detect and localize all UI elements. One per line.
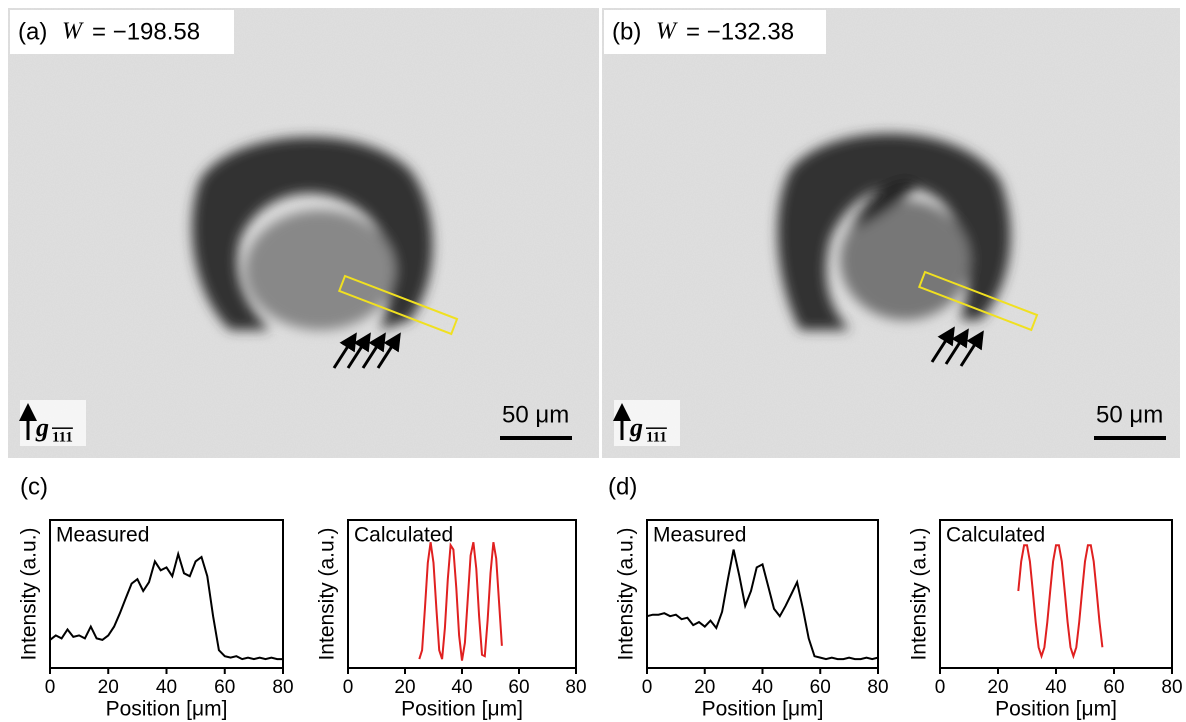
chart-title: Measured [56,524,149,547]
x-tick-label: 80 [867,677,888,698]
x-tick-label: 40 [451,677,472,698]
x-axis-label: Position [μm] [702,698,824,721]
x-axis-label: Position [μm] [995,698,1117,721]
y-axis-label: Intensity (a.u.) [908,527,931,660]
x-axis-label: Position [μm] [106,698,228,721]
x-tick-label: 80 [1161,677,1182,698]
x-tick-label: 20 [98,677,119,698]
x-tick-label: 60 [810,677,831,698]
x-axis-label: Position [μm] [401,698,523,721]
x-tick-label: 60 [508,677,529,698]
x-tick-label: 20 [394,677,415,698]
data-line [1018,545,1102,656]
x-tick-label: 0 [45,677,56,698]
g-vector: g [629,413,643,442]
y-axis-label: Intensity (a.u.) [615,527,638,660]
x-tick-label: 0 [935,677,946,698]
w-value: = −132.38 [686,18,794,45]
x-tick-label: 40 [752,677,773,698]
x-tick-label: 80 [272,677,293,698]
chart-title: Measured [653,524,746,547]
data-line [647,550,878,660]
w-symbol: W [656,19,678,45]
x-tick-label: 40 [1045,677,1066,698]
x-tick-label: 60 [1103,677,1124,698]
w-symbol: W [62,19,84,45]
panel-label: (c) [20,473,48,500]
micrograph-b [602,8,1180,458]
x-tick-label: 20 [987,677,1008,698]
x-tick-label: 80 [565,677,586,698]
w-value: = −198.58 [92,18,200,45]
y-axis-label: Intensity (a.u.) [18,527,41,660]
g-index: 111 [52,429,73,445]
g-index: 111 [646,429,667,445]
g-vector: g [35,413,49,442]
data-line [419,542,502,660]
scale-bar-label: 50 μm [502,401,569,428]
x-tick-label: 0 [343,677,354,698]
chart-title: Calculated [946,524,1045,547]
micrograph-a [8,8,600,458]
panel-label: (b) [612,18,641,45]
x-tick-label: 20 [694,677,715,698]
panel-label: (d) [608,473,637,500]
chart-title: Calculated [354,524,453,547]
x-tick-label: 0 [642,677,653,698]
figure: (a) W = −198.58 50 μm g 111 (b) W = −132… [0,0,1186,722]
data-line [50,554,283,659]
figure-svg: (a) W = −198.58 50 μm g 111 (b) W = −132… [0,0,1186,722]
y-axis-label: Intensity (a.u.) [316,527,339,660]
x-tick-label: 40 [156,677,177,698]
x-tick-label: 60 [214,677,235,698]
scale-bar-label: 50 μm [1096,401,1163,428]
panel-label: (a) [18,18,47,45]
